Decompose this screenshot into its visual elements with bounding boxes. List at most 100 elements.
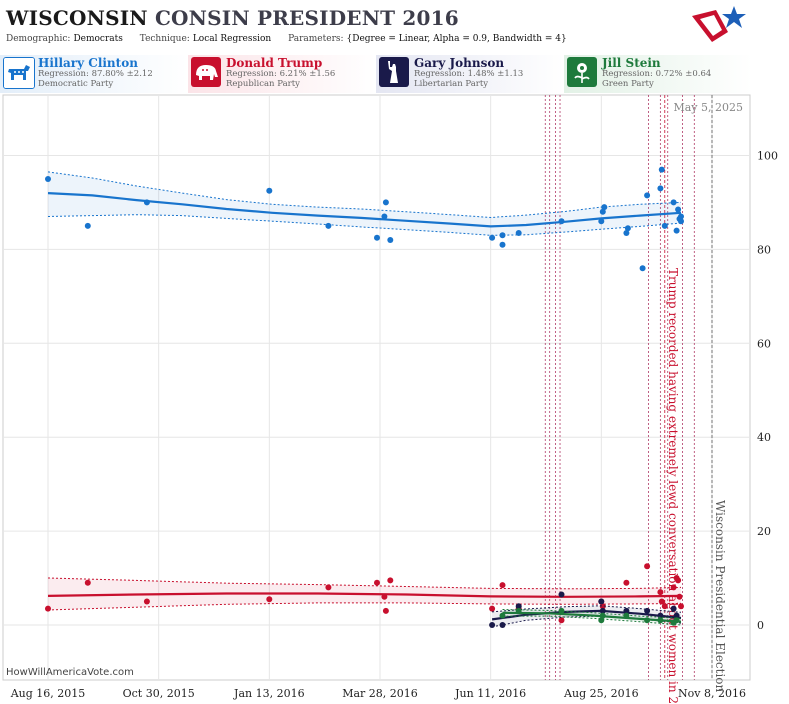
- gary-johnson-lower-bound: [492, 615, 682, 628]
- legend-regression-johnson: Regression: 1.48% ±1.13: [414, 69, 524, 79]
- hillary-clinton-poll-point: [381, 213, 388, 220]
- parameters-value: {Degree = Linear, Alpha = 0.9, Bandwidth…: [346, 34, 567, 44]
- donkey-icon: [3, 57, 35, 89]
- jill-stein-poll-point: [623, 612, 630, 619]
- jill-stein-poll-point: [515, 607, 522, 614]
- legend-party-clinton: Democratic Party: [38, 79, 114, 89]
- hillary-clinton-poll-point: [661, 222, 668, 229]
- donald-trump-poll-point: [381, 593, 388, 600]
- demographic-key: Demographic:: [6, 34, 71, 44]
- hillary-clinton-poll-point: [678, 218, 684, 225]
- y-tick-label: 20: [757, 525, 771, 538]
- title-rest: CONSIN PRESIDENT 2016: [154, 6, 459, 30]
- donald-trump-trend-line: [47, 592, 682, 598]
- hillary-clinton-poll-point: [601, 204, 608, 211]
- gary-johnson-poll-point: [558, 591, 565, 598]
- gary-johnson-poll-point: [489, 622, 496, 628]
- gary-johnson-confidence-band: [492, 605, 681, 627]
- technique-value: Local Regression: [192, 34, 272, 44]
- y-tick-label: 0: [757, 619, 764, 632]
- gary-johnson-poll-point: [515, 603, 522, 610]
- donald-trump-poll-point: [678, 603, 684, 610]
- jill-stein-poll-point: [499, 612, 506, 619]
- donald-trump-poll-point: [661, 603, 668, 610]
- gary-johnson-poll-point: [598, 598, 605, 605]
- legend-regression-stein: Regression: 0.72% ±0.64: [602, 69, 712, 79]
- hillary-clinton-poll-point: [644, 192, 651, 199]
- chart-parameters: Demographic: Democrats Technique: Local Re…: [6, 34, 581, 44]
- technique-key: Technique:: [139, 34, 190, 44]
- hillary-clinton-poll-point: [489, 234, 496, 241]
- statue-of-liberty-icon: [379, 57, 409, 87]
- parameters-key: Parameters:: [288, 34, 344, 44]
- site-watermark[interactable]: HowWillAmericaVote.com: [6, 667, 134, 678]
- gary-johnson-trend-line: [491, 609, 682, 621]
- hillary-clinton-poll-point: [675, 206, 682, 213]
- x-tick-label: Jun 11, 2016: [454, 687, 526, 700]
- candidate-legend: Hillary Clinton Regression: 87.80% ±2.12…: [0, 55, 789, 93]
- y-tick-label: 40: [757, 431, 771, 444]
- jill-stein-poll-point: [673, 617, 680, 624]
- donald-trump-poll-point: [143, 598, 150, 605]
- jill-stein-poll-point: [599, 612, 606, 619]
- x-tick-label: Oct 30, 2015: [123, 687, 195, 700]
- donald-trump-poll-point: [558, 617, 565, 624]
- donald-trump-poll-point: [623, 579, 630, 586]
- legend-party-johnson: Libertarian Party: [414, 79, 489, 89]
- hillary-clinton-poll-point: [374, 234, 380, 241]
- x-tick-label: Aug 16, 2015: [10, 687, 86, 700]
- legend-item-trump[interactable]: Donald Trump Regression: 6.21% ±1.56 Rep…: [188, 55, 376, 93]
- y-tick-label: 80: [757, 243, 771, 256]
- chart-title: WISCONSIN CONSIN PRESIDENT 2016: [6, 6, 459, 30]
- hillary-clinton-poll-point: [499, 232, 506, 239]
- donald-trump-poll-point: [599, 603, 606, 610]
- hillary-clinton-poll-point: [598, 218, 605, 225]
- jill-stein-poll-point: [657, 617, 664, 624]
- donald-trump-poll-point: [644, 563, 651, 570]
- gary-johnson-poll-point: [599, 607, 606, 614]
- hillary-clinton-poll-point: [45, 176, 51, 182]
- donald-trump-poll-point: [84, 579, 91, 586]
- hillary-clinton-upper-bound: [47, 171, 682, 219]
- hillary-clinton-poll-point: [382, 199, 389, 206]
- hillary-clinton-poll-point: [515, 230, 522, 236]
- legend-name-stein: Jill Stein: [602, 56, 661, 70]
- legend-party-trump: Republican Party: [226, 79, 300, 89]
- donald-trump-poll-point: [489, 605, 496, 612]
- date-label: May 5, 2025: [673, 101, 743, 114]
- donald-trump-poll-point: [266, 596, 273, 603]
- y-tick-label: 100: [757, 150, 778, 163]
- site-logo[interactable]: [688, 2, 748, 48]
- hillary-clinton-poll-point: [624, 225, 631, 232]
- x-tick-label: Mar 28, 2016: [342, 687, 418, 700]
- annotation-text: Wisconsin Presidential Election: [713, 500, 727, 693]
- jill-stein-poll-point: [598, 617, 605, 624]
- legend-party-stein: Green Party: [602, 79, 654, 89]
- legend-item-johnson[interactable]: Gary Johnson Regression: 1.48% ±1.13 Lib…: [376, 55, 564, 93]
- hillary-clinton-poll-point: [673, 227, 680, 234]
- legend-regression-trump: Regression: 6.21% ±1.56: [226, 69, 336, 79]
- donald-trump-poll-point: [382, 607, 389, 614]
- hillary-clinton-poll-point: [558, 218, 565, 225]
- hillary-clinton-poll-point: [387, 237, 394, 243]
- hillary-clinton-poll-point: [143, 199, 150, 206]
- gary-johnson-poll-point: [644, 607, 651, 614]
- legend-name-clinton: Hillary Clinton: [38, 56, 138, 70]
- hillary-clinton-poll-point: [266, 187, 273, 194]
- legend-regression-clinton: Regression: 87.80% ±2.12: [38, 69, 153, 79]
- legend-item-clinton[interactable]: Hillary Clinton Regression: 87.80% ±2.12…: [0, 55, 188, 93]
- hillary-clinton-poll-point: [325, 222, 332, 229]
- annotation-text: Trump recorded having extremely lewd con…: [666, 268, 680, 704]
- gary-johnson-poll-point: [673, 612, 680, 619]
- hillary-clinton-poll-point: [678, 213, 684, 220]
- legend-item-stein[interactable]: Jill Stein Regression: 0.72% ±0.64 Green…: [564, 55, 752, 93]
- y-tick-label: 60: [757, 337, 771, 350]
- donald-trump-poll-point: [499, 582, 506, 589]
- flower-icon: [567, 57, 597, 87]
- hillary-clinton-confidence-band: [48, 171, 681, 236]
- donald-trump-poll-point: [387, 577, 394, 584]
- gary-johnson-poll-point: [670, 605, 677, 612]
- hillary-clinton-poll-point: [658, 166, 665, 173]
- jill-stein-poll-point: [644, 617, 651, 624]
- donald-trump-poll-point: [658, 598, 665, 605]
